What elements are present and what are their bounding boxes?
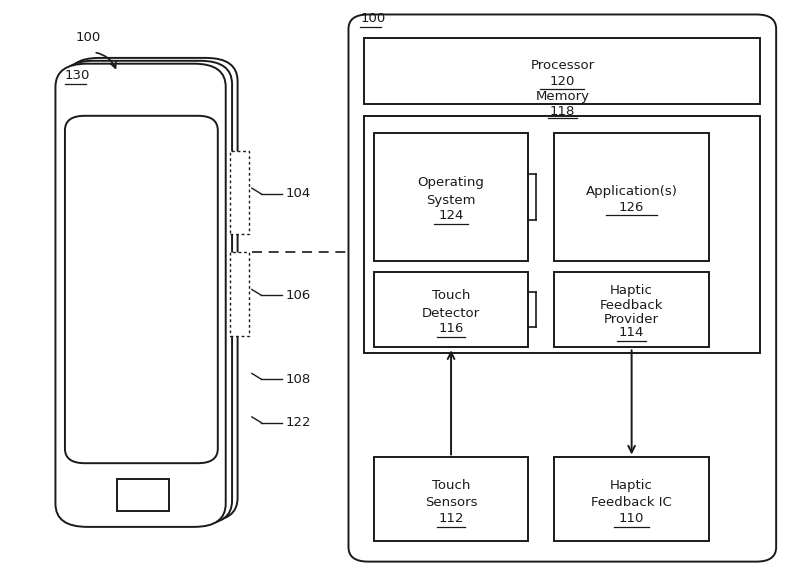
Text: Memory: Memory (535, 90, 589, 102)
Bar (374, 272, 528, 347)
FancyBboxPatch shape (62, 61, 232, 524)
Text: 130: 130 (65, 69, 90, 82)
Text: 114: 114 (619, 327, 645, 339)
Text: 110: 110 (619, 512, 645, 525)
Text: Provider: Provider (604, 313, 659, 327)
Text: 120: 120 (550, 75, 575, 88)
Text: 108: 108 (285, 373, 310, 386)
Text: 112: 112 (438, 512, 464, 525)
FancyBboxPatch shape (65, 116, 218, 463)
Text: Processor: Processor (531, 59, 594, 72)
Bar (364, 38, 760, 104)
Bar (364, 116, 760, 353)
Text: 124: 124 (438, 210, 464, 222)
Text: 106: 106 (285, 289, 310, 302)
Bar (230, 151, 249, 234)
FancyBboxPatch shape (67, 58, 238, 521)
Text: Haptic: Haptic (610, 284, 653, 298)
Bar (554, 272, 709, 347)
Text: Operating: Operating (417, 177, 485, 189)
Text: System: System (426, 194, 476, 207)
Bar (554, 133, 709, 261)
Text: 100: 100 (360, 12, 386, 25)
Text: Touch: Touch (432, 479, 470, 492)
Text: 104: 104 (285, 188, 310, 200)
Text: 116: 116 (438, 323, 464, 335)
Text: Feedback IC: Feedback IC (592, 496, 672, 510)
Bar (554, 457, 709, 541)
Bar (117, 479, 169, 511)
Text: Touch: Touch (432, 290, 470, 302)
Text: 100: 100 (75, 31, 101, 44)
Text: Detector: Detector (422, 307, 480, 320)
Text: Feedback: Feedback (600, 299, 664, 312)
Text: 118: 118 (550, 105, 575, 118)
Bar (230, 252, 249, 336)
Bar (374, 457, 528, 541)
Bar (374, 133, 528, 261)
Text: 122: 122 (285, 416, 310, 429)
Text: Sensors: Sensors (425, 496, 478, 510)
Text: Haptic: Haptic (610, 479, 653, 492)
FancyBboxPatch shape (348, 14, 776, 562)
Text: 126: 126 (619, 201, 645, 214)
Text: Application(s): Application(s) (585, 185, 678, 198)
FancyBboxPatch shape (55, 64, 226, 527)
